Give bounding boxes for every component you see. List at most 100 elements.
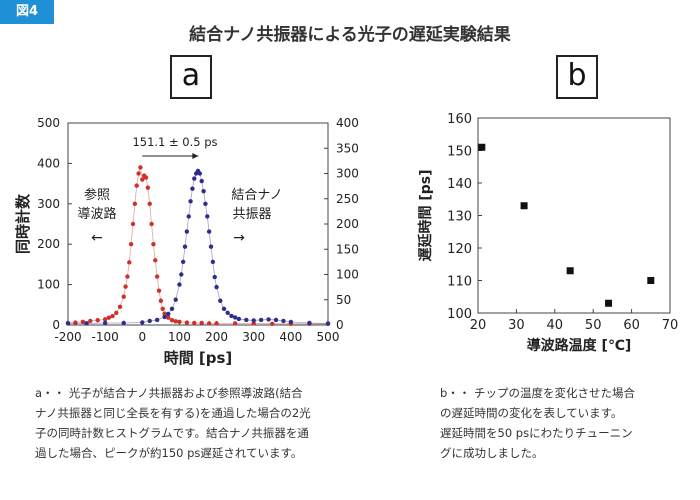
y-tick-label-a: 0 [52, 318, 60, 332]
y-tick-label-b: 100 [447, 307, 472, 322]
data-point-a-1 [184, 229, 190, 234]
data-point-a-0 [149, 221, 154, 227]
x-tick-label-a: 0 [138, 330, 146, 344]
data-point-b [647, 277, 655, 284]
data-point-a-0 [117, 304, 123, 310]
data-point-a-1 [65, 321, 71, 326]
plot-frame-b [477, 117, 671, 314]
data-point-a-1 [258, 317, 264, 323]
coupled-label-1: 結合ナノ [231, 188, 282, 203]
x-axis-label-b: 導波路温度 [℃] [527, 337, 632, 354]
panel-label-b: b [556, 55, 598, 99]
x-tick-label-a: 300 [242, 330, 265, 344]
data-point-a-0 [134, 183, 139, 188]
data-point-a-0 [232, 321, 238, 326]
caption-b-line-4: グに成功しました。 [440, 446, 544, 460]
data-point-a-0 [125, 274, 130, 279]
reference-label-2: 導波路 [77, 206, 116, 222]
x-tick-label-a: 100 [168, 330, 191, 344]
data-point-a-0 [199, 320, 204, 326]
data-point-a-1 [218, 298, 223, 303]
data-point-a-1 [212, 274, 217, 280]
y-tick-label-b: 110 [447, 275, 472, 290]
data-point-a-0 [166, 315, 171, 320]
data-point-a-0 [153, 258, 158, 263]
data-point-a-1 [147, 318, 152, 324]
data-point-a-1 [177, 282, 182, 287]
data-point-a-0 [128, 242, 134, 247]
data-point-a-1 [229, 313, 234, 319]
caption-b: b・・ チップの温度を変化させた場合 の遅延時間の変化を表しています。 遅延時間… [440, 383, 635, 463]
data-point-a-1 [162, 314, 167, 320]
data-point-a-1 [206, 229, 212, 234]
data-point-a-1 [288, 319, 294, 325]
data-point-b [566, 267, 574, 275]
data-point-a-1 [208, 244, 214, 249]
data-point-a-0 [162, 311, 167, 316]
x-tick-label-b: 40 [547, 318, 564, 333]
y2-tick-label-a: 400 [336, 116, 359, 130]
caption-b-line-3: 遅延時間を50 psにわたりチューニン [440, 426, 633, 440]
x-tick-label-a: -100 [92, 330, 119, 344]
coupled-label-2: 共振器 [232, 207, 271, 222]
data-point-a-1 [244, 317, 249, 323]
y-axis-label-b: 遅延時間 [ps] [417, 169, 434, 261]
data-point-a-0 [136, 171, 141, 176]
data-point-b [478, 143, 486, 151]
data-point-a-1 [325, 321, 331, 326]
data-point-b [605, 299, 613, 307]
y2-tick-label-a: 100 [336, 268, 359, 282]
data-point-a-1 [281, 318, 286, 324]
data-point-a-0 [169, 317, 175, 323]
data-point-a-1 [232, 315, 238, 320]
data-point-a-1 [236, 316, 242, 322]
data-point-a-0 [270, 321, 275, 326]
data-point-a-1 [179, 272, 184, 277]
data-point-a-0 [73, 320, 78, 325]
y2-tick-label-a: 50 [336, 293, 351, 307]
data-point-a-0 [184, 320, 190, 325]
data-point-a-1 [201, 188, 206, 194]
x-axis-label-a: 時間 [ps] [164, 349, 233, 367]
data-point-a-1 [190, 186, 195, 191]
x-tick-label-b: 50 [585, 318, 602, 333]
y-tick-label-a: 500 [37, 116, 60, 130]
y2-tick-label-a: 150 [336, 242, 359, 256]
data-point-a-1 [166, 311, 171, 317]
data-point-a-0 [127, 260, 132, 265]
data-point-a-0 [156, 288, 162, 293]
data-point-a-0 [132, 201, 138, 206]
delay-arrow-head [192, 153, 199, 159]
caption-a: a・・ 光子が結合ナノ共振器および参照導波路(結合 ナノ共振器と同じ全長を有する… [35, 383, 311, 463]
x-tick-label-a: -200 [54, 330, 81, 344]
y-tick-label-a: 200 [37, 237, 60, 251]
data-point-a-0 [147, 201, 152, 206]
y2-tick-label-a: 200 [336, 217, 359, 231]
data-point-a-1 [197, 171, 203, 176]
y-tick-label-b: 130 [447, 210, 472, 225]
y2-tick-label-a: 0 [336, 318, 344, 332]
data-point-a-0 [88, 318, 93, 324]
x-tick-label-b: 20 [470, 318, 487, 333]
data-point-a-1 [121, 320, 126, 326]
data-point-a-1 [203, 201, 208, 206]
data-point-a-0 [110, 313, 115, 319]
data-point-a-1 [192, 176, 197, 181]
data-point-a-1 [225, 310, 230, 316]
data-point-a-0 [173, 319, 178, 324]
data-point-a-0 [106, 315, 112, 320]
data-point-a-1 [210, 259, 216, 265]
data-point-a-0 [160, 306, 165, 312]
data-point-a-1 [154, 317, 160, 323]
data-point-a-1 [182, 244, 188, 249]
data-point-a-1 [221, 306, 227, 312]
data-point-a-0 [102, 317, 108, 322]
data-point-a-1 [140, 320, 145, 325]
figure-tag: 図4 [0, 0, 54, 24]
data-point-a-1 [173, 297, 178, 302]
data-point-a-0 [121, 294, 126, 299]
x-tick-label-a: 200 [205, 330, 228, 344]
y-tick-label-a: 300 [37, 197, 60, 211]
caption-b-line-2: の遅延時間の変化を表しています。 [440, 406, 623, 420]
data-point-a-0 [192, 320, 197, 326]
